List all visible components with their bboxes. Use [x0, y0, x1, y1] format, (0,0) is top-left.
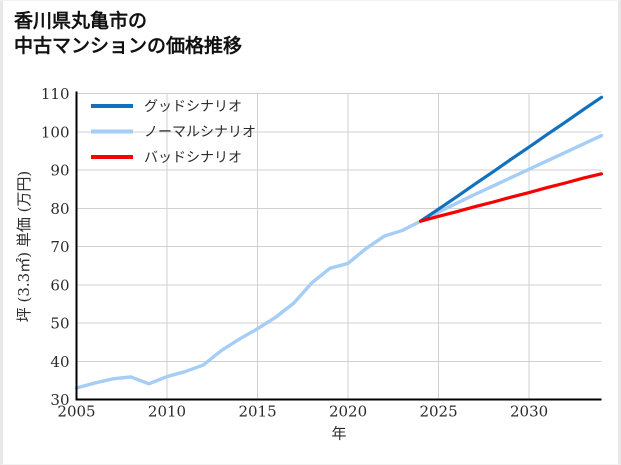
x-tick-label: 2025 [419, 403, 457, 421]
title-line-2: 中古マンションの価格推移 [14, 35, 243, 58]
x-axis-label: 年 [331, 425, 346, 443]
series-line-good [418, 95, 604, 223]
x-tick-label: 2020 [329, 403, 367, 421]
legend-label-bad: バッドシナリオ [144, 150, 242, 166]
y-tick-label: 40 [50, 353, 69, 371]
gridlines [76, 93, 602, 400]
y-tick-label: 30 [50, 391, 69, 409]
y-axis-tick-labels: 30 40 50 60 70 80 90 100 110 [41, 85, 70, 409]
x-tick-label: 2010 [148, 403, 186, 421]
legend-label-normal: ノーマルシナリオ [144, 125, 256, 141]
x-tick-label: 2015 [238, 403, 276, 421]
series-line-bad [418, 172, 604, 223]
y-tick-label: 90 [50, 162, 69, 180]
y-tick-label: 50 [50, 315, 69, 333]
price-trend-chart: 30 40 50 60 70 80 90 100 110 2005 2010 2015 2020 2025… [15, 85, 604, 443]
y-tick-label: 70 [50, 238, 69, 256]
y-tick-label: 60 [50, 276, 69, 294]
y-tick-label: 110 [41, 85, 70, 103]
x-tick-label: 2005 [57, 403, 95, 421]
y-tick-label: 80 [50, 200, 69, 218]
x-axis-tick-labels: 2005 2010 2015 2020 2025 2030 [57, 403, 548, 421]
title-line-1: 香川県丸亀市の [14, 10, 148, 32]
series-group [74, 95, 604, 390]
page-title: 香川県丸亀市の中古マンションの価格推移 [14, 9, 242, 59]
legend-label-good: グッドシナリオ [144, 99, 242, 115]
x-tick-label: 2030 [510, 403, 548, 421]
y-tick-label: 100 [41, 123, 70, 141]
y-axis-label: 坪 (3.3㎡) 単価 (万円) [15, 171, 33, 323]
series-line-normal [74, 133, 604, 390]
axes [75, 91, 602, 401]
